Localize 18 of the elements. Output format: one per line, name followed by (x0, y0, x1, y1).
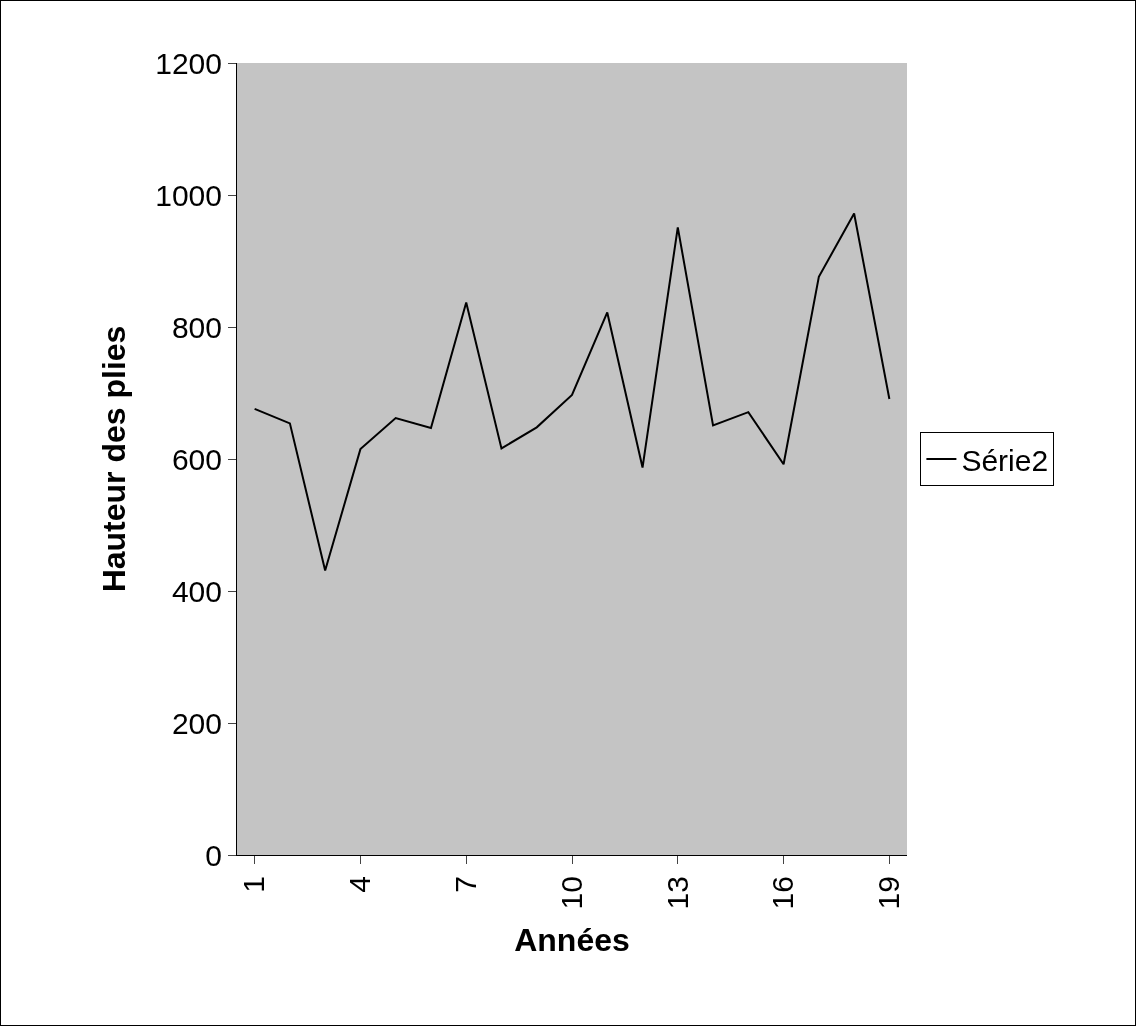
y-axis-title: Hauteur des plies (95, 325, 132, 593)
y-tick-label: 200 (171, 706, 222, 740)
y-tick-label: 400 (171, 574, 222, 608)
y-tick-label: 800 (171, 310, 222, 344)
y-tick-label: 0 (205, 838, 222, 872)
x-tick-label: 4 (343, 876, 377, 893)
y-tick-label: 1200 (155, 46, 222, 80)
y-tick-label: 600 (171, 442, 222, 476)
x-tick-label: 7 (448, 876, 482, 893)
x-axis-title: Années (514, 922, 630, 959)
legend-label: Série2 (961, 443, 1049, 477)
y-tick-label: 1000 (155, 178, 222, 212)
x-tick-label: 10 (554, 876, 588, 910)
x-tick-label: 19 (872, 876, 906, 910)
x-tick-label: 1 (237, 876, 271, 893)
line-series (253, 212, 891, 572)
x-tick-label: 13 (660, 876, 694, 910)
x-tick-label: 16 (766, 876, 800, 910)
